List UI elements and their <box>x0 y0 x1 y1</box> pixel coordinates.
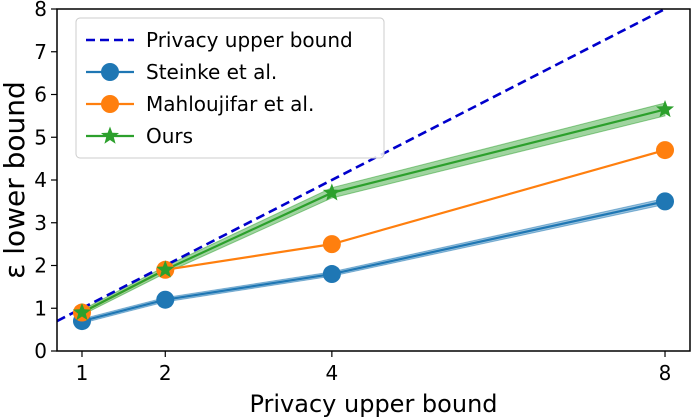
legend-label-mahloujifar-et-al: Mahloujifar et al. <box>146 92 314 116</box>
x-tick-label: 8 <box>659 361 672 385</box>
line-ours <box>81 108 666 314</box>
line-mahloujifar-et-al <box>81 149 666 314</box>
y-tick-label: 0 <box>34 339 47 363</box>
y-tick-label: 6 <box>34 83 47 107</box>
x-axis-ticks: 1 2 4 8 <box>76 351 672 385</box>
y-tick-label: 1 <box>34 296 47 320</box>
point-mahloujifar-et-al <box>656 141 675 160</box>
x-tick-label: 4 <box>325 361 338 385</box>
point-ours <box>72 303 92 321</box>
line-steinke-et-al <box>81 200 666 323</box>
y-tick-label: 4 <box>34 168 47 192</box>
legend-label-steinke-et-al: Steinke et al. <box>146 60 277 84</box>
y-axis-ticks: 0 1 2 3 4 5 6 7 8 <box>34 0 57 363</box>
legend: Privacy upper bound Steinke et al. Mahlouj… <box>75 17 385 159</box>
y-axis-label: ε lower bound <box>0 81 31 279</box>
legend-marker-steinke-et-al <box>101 63 119 81</box>
y-tick-label: 8 <box>34 0 47 21</box>
x-tick-label: 2 <box>159 361 172 385</box>
y-tick-label: 7 <box>34 40 47 64</box>
point-steinke-et-al <box>322 265 341 284</box>
x-axis-label: Privacy upper bound <box>249 390 497 417</box>
series-lines <box>57 9 668 323</box>
point-steinke-et-al <box>656 192 675 211</box>
point-ours <box>156 260 175 278</box>
point-steinke-et-al <box>156 290 175 309</box>
point-mahloujifar-et-al <box>322 235 341 254</box>
y-tick-label: 2 <box>34 254 47 278</box>
series-markers <box>72 99 675 331</box>
point-ours <box>322 183 341 201</box>
legend-box <box>75 17 385 159</box>
legend-marker-ours <box>100 126 120 144</box>
legend-marker-mahloujifar-et-al <box>101 95 119 113</box>
y-tick-label: 3 <box>34 211 47 235</box>
point-ours <box>655 99 675 118</box>
legend-label-ours: Ours <box>146 124 193 148</box>
x-tick-label: 1 <box>76 361 89 385</box>
legend-label-privacy-upper-bound: Privacy upper bound <box>146 28 353 52</box>
y-tick-label: 5 <box>34 125 47 149</box>
